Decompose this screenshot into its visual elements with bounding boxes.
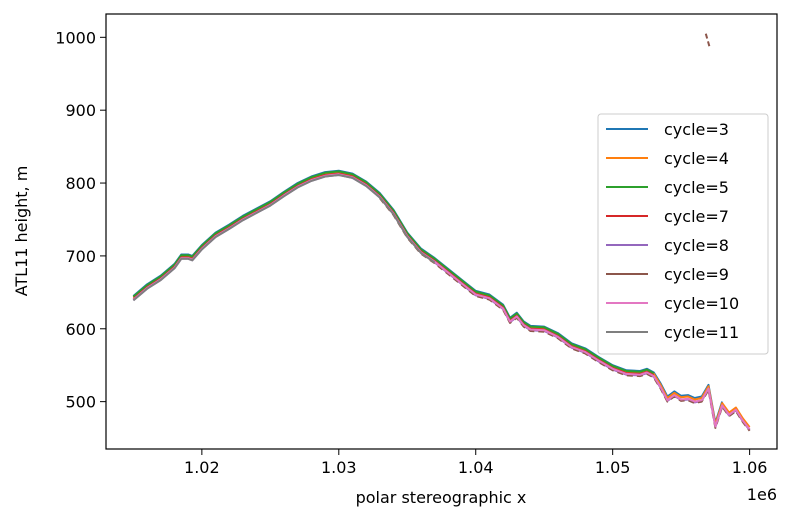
series-segment-cycle-9: [704, 33, 711, 49]
plot-area: [105, 13, 778, 450]
legend-label: cycle=4: [664, 149, 729, 168]
legend-label: cycle=11: [664, 323, 739, 342]
y-tick-label: 900: [65, 101, 96, 120]
x-tick-label: 1.04: [458, 458, 494, 477]
legend-label: cycle=5: [664, 178, 729, 197]
y-tick-label: 500: [65, 393, 96, 412]
legend-label: cycle=9: [664, 265, 729, 284]
legend-label: cycle=3: [664, 120, 729, 139]
plot-frame: [105, 13, 778, 450]
x-axis: 1.02 1.03 1.04 1.05 1.06: [184, 449, 767, 477]
legend-label: cycle=7: [664, 207, 729, 226]
series-lines: [132, 33, 751, 432]
legend-label: cycle=8: [664, 236, 729, 255]
series-line-cycle-5: [132, 170, 655, 375]
x-tick-label: 1.03: [321, 458, 357, 477]
y-axis-label: ATL11 height, m: [12, 166, 31, 297]
x-axis-label: polar stereographic x: [356, 488, 527, 507]
y-tick-label: 1000: [55, 28, 96, 47]
legend-box: [597, 113, 769, 355]
y-tick-label: 600: [65, 320, 96, 339]
y-axis: 500 600 700 800 900 1000: [55, 28, 106, 412]
series-line-cycle-11: [132, 174, 436, 302]
x-axis-offset: 1e6: [747, 485, 777, 504]
x-tick-label: 1.05: [595, 458, 631, 477]
legend-label: cycle=10: [664, 294, 739, 313]
y-tick-label: 700: [65, 247, 96, 266]
x-tick-label: 1.02: [184, 458, 220, 477]
x-tick-label: 1.06: [732, 458, 768, 477]
y-tick-label: 800: [65, 174, 96, 193]
legend: cycle=3 cycle=4 cycle=5 cycle=7 cycle=8 cycle…: [597, 113, 769, 355]
